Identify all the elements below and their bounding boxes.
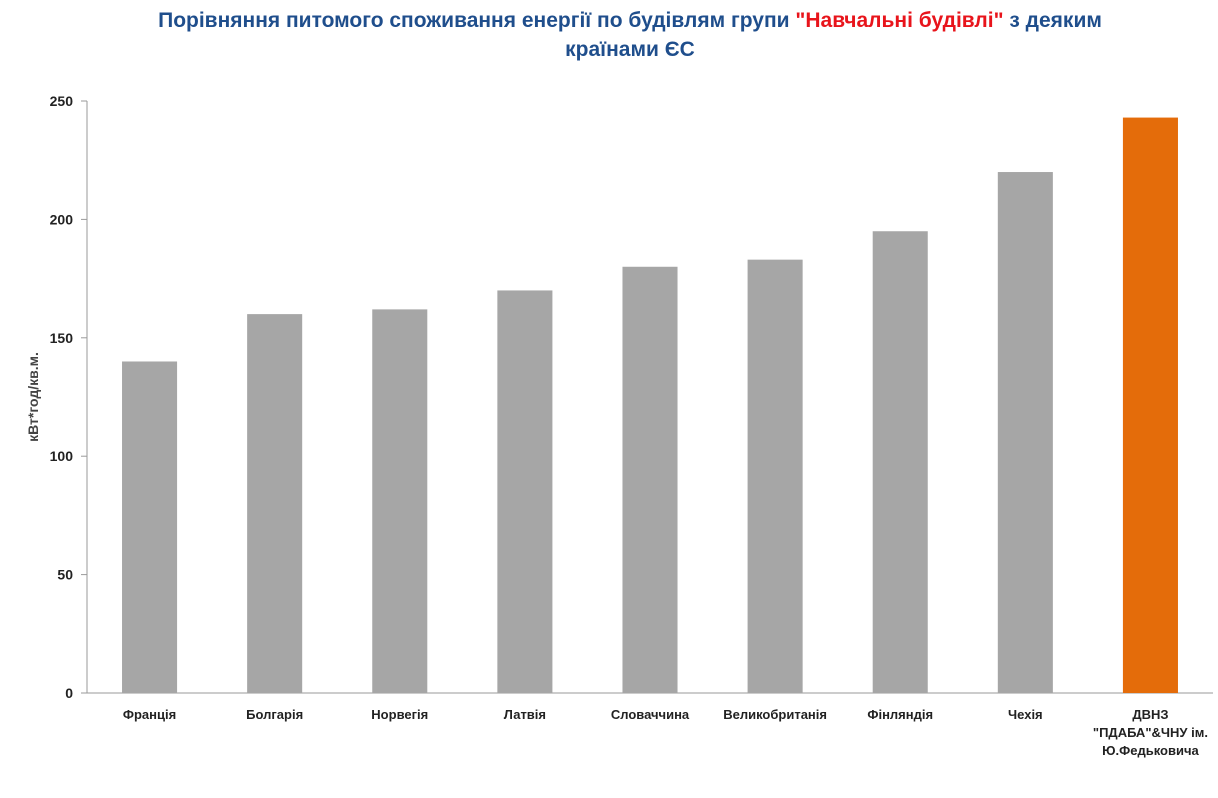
bar-3 xyxy=(372,309,428,693)
bar-9 xyxy=(1122,117,1178,694)
y-tick-label: 50 xyxy=(57,567,73,583)
x-category-label: ДВНЗ "ПДАБА"&ЧНУ ім. Ю.Федьковича xyxy=(1093,707,1208,758)
bar-8 xyxy=(997,172,1053,694)
x-category-label: Великобританія xyxy=(723,707,827,722)
y-axis-label: кВт*год/кв.м. xyxy=(25,352,41,442)
bar-1 xyxy=(122,361,178,693)
x-category-label: Чехія xyxy=(1008,707,1043,722)
x-category-label: Словаччина xyxy=(611,707,690,722)
chart-title-line1: Порівняння питомого споживання енергії п… xyxy=(0,6,1218,35)
y-tick-label: 250 xyxy=(50,93,74,109)
chart-category-labels: Франція Болгарія Норвегія Латвія Словаччина В… xyxy=(123,707,1208,758)
x-category-label: Болгарія xyxy=(246,707,303,722)
x-category-label: Норвегія xyxy=(371,707,428,722)
bar-6 xyxy=(747,259,803,693)
chart-title-part1: Порівняння питомого споживання енергії п… xyxy=(158,9,796,32)
x-category-label: Латвія xyxy=(504,707,546,722)
bar-2 xyxy=(247,314,303,693)
chart-title-highlight: "Навчальні будівлі" xyxy=(795,9,1004,32)
y-tick-label: 100 xyxy=(50,448,74,464)
x-category-label: Фінляндія xyxy=(867,707,933,722)
y-tick-label: 150 xyxy=(50,330,74,346)
y-tick-label: 200 xyxy=(50,211,74,227)
bar-7 xyxy=(872,231,928,694)
bar-5 xyxy=(622,266,678,693)
chart-title-line2: країнами ЄС xyxy=(565,38,695,61)
chart-title-part2: з деяким xyxy=(1003,9,1102,32)
chart-title: Порівняння питомого споживання енергії п… xyxy=(0,6,1218,64)
y-tick-label: 0 xyxy=(65,685,73,701)
bar-4 xyxy=(497,290,553,693)
x-category-label: Франція xyxy=(123,707,176,722)
chart-bars xyxy=(122,117,1178,694)
